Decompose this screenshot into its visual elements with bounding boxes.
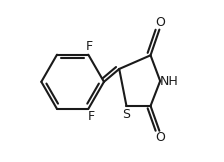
Text: F: F: [88, 110, 95, 123]
Text: O: O: [155, 16, 165, 29]
Text: F: F: [86, 40, 93, 53]
Text: NH: NH: [160, 75, 179, 87]
Text: S: S: [122, 108, 130, 121]
Text: O: O: [155, 131, 165, 144]
